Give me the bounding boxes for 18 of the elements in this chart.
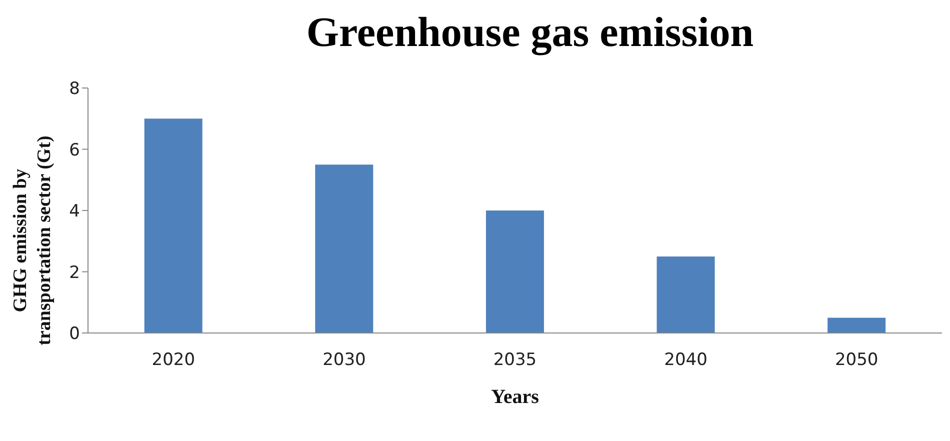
bar — [828, 318, 886, 333]
chart-title: Greenhouse gas emission — [305, 9, 755, 58]
y-tick-label: 2 — [69, 262, 80, 283]
x-tick-label: 2030 — [322, 350, 366, 370]
y-tick-label: 0 — [69, 324, 80, 344]
y-tick-label: 6 — [69, 140, 80, 160]
x-tick-label: 2040 — [664, 350, 708, 370]
y-tick-label: 4 — [69, 202, 80, 222]
bar — [656, 256, 715, 333]
bar — [315, 164, 374, 333]
y-tick-label: 8 — [69, 79, 80, 100]
y-axis-title: GHG emission by transportation sector (Gt) — [10, 136, 55, 346]
x-tick-label: 2020 — [152, 350, 196, 370]
bar — [144, 118, 202, 333]
x-tick-label: 2035 — [493, 350, 537, 370]
x-tick-label: 2050 — [834, 350, 878, 370]
bar — [486, 210, 544, 333]
x-axis-title: Years — [491, 386, 540, 408]
